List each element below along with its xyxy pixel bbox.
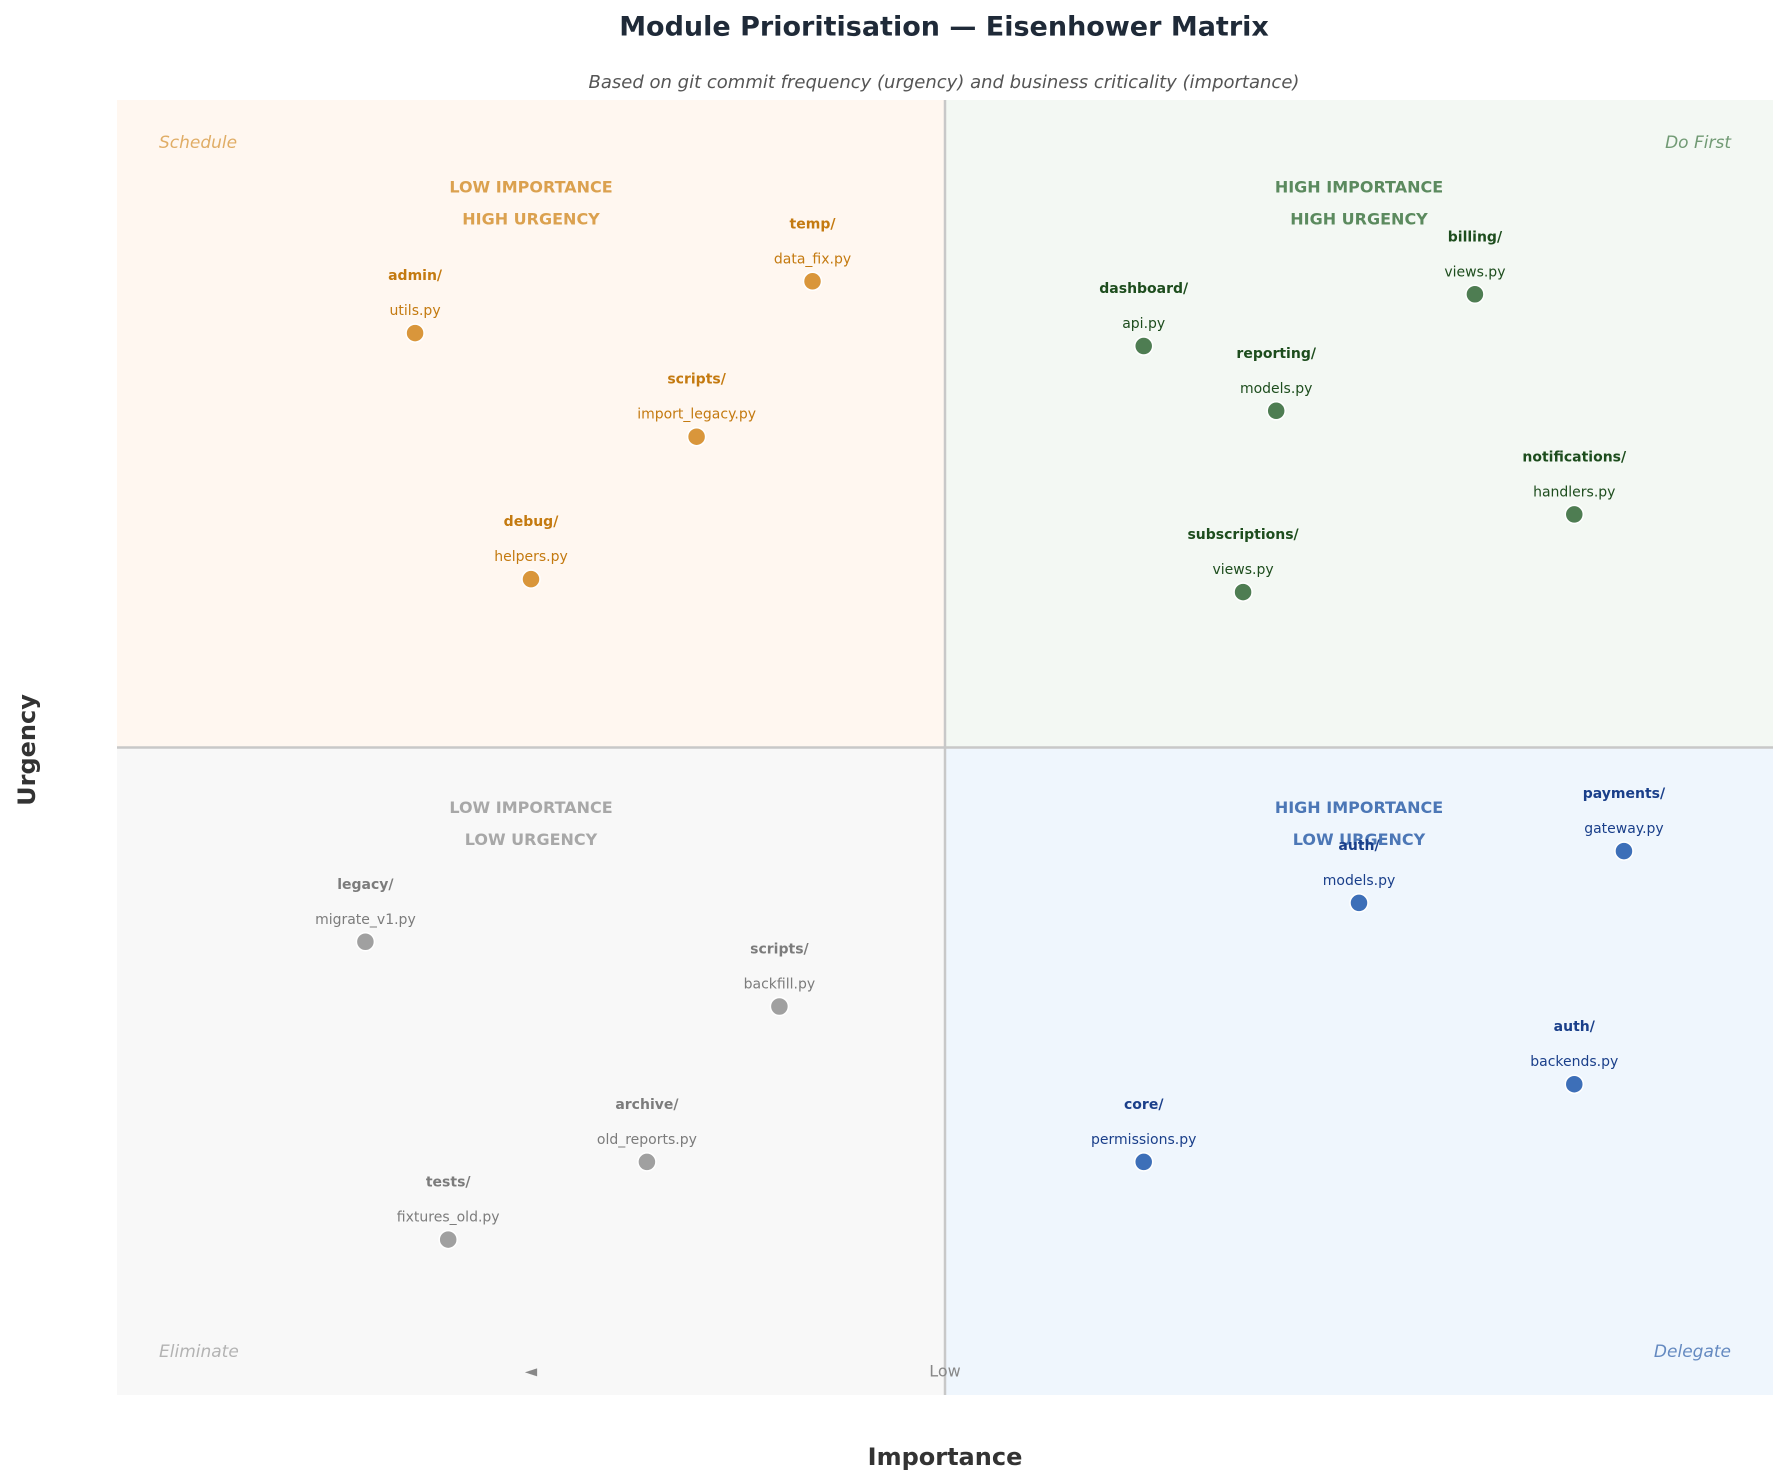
point-file-label: models.py (1240, 381, 1313, 397)
data-point (1564, 1074, 1585, 1094)
chart-subtitle: Based on git commit frequency (urgency) … (589, 72, 1300, 93)
x-axis-label: Importance (868, 1443, 1023, 1471)
quadrant-background (117, 747, 945, 1395)
data-point (1349, 893, 1369, 913)
quadrant-heading: HIGH IMPORTANCE (1275, 178, 1443, 197)
point-file-label: backends.py (1530, 1054, 1618, 1070)
data-point (1564, 504, 1585, 525)
point-dir-label: debug/ (504, 514, 560, 530)
quadrant-label: Do First (1665, 133, 1732, 153)
point-file-label: import_legacy.py (637, 407, 756, 423)
point-dir-label: auth/ (1554, 1019, 1596, 1035)
data-point (355, 932, 376, 952)
point-file-label: permissions.py (1091, 1132, 1196, 1148)
point-file-label: views.py (1444, 264, 1505, 280)
axis-annotation: ◄ (525, 1362, 538, 1381)
point-file-label: gateway.py (1584, 821, 1664, 837)
point-dir-label: temp/ (790, 216, 837, 232)
quadrant-heading: LOW URGENCY (465, 830, 598, 849)
quadrant-heading: HIGH IMPORTANCE (1275, 798, 1443, 817)
point-dir-label: payments/ (1583, 786, 1666, 802)
data-point (438, 1229, 458, 1250)
data-point (802, 271, 823, 292)
chart-title: Module Prioritisation — Eisenhower Matri… (619, 12, 1269, 43)
point-dir-label: tests/ (426, 1175, 472, 1191)
data-point (1133, 336, 1154, 356)
data-point (637, 1152, 657, 1172)
point-file-label: models.py (1323, 873, 1396, 889)
point-file-label: data_fix.py (774, 251, 851, 267)
quadrant-heading: LOW IMPORTANCE (449, 798, 612, 817)
data-point (1266, 401, 1286, 421)
data-point (1133, 1152, 1154, 1172)
quadrant-heading: HIGH URGENCY (1290, 210, 1428, 229)
point-dir-label: scripts/ (667, 372, 726, 388)
data-point (686, 426, 707, 447)
quadrant-heading: LOW URGENCY (1293, 830, 1426, 849)
point-file-label: api.py (1122, 316, 1165, 332)
point-dir-label: notifications/ (1522, 449, 1627, 465)
data-point (1614, 841, 1634, 861)
data-point (405, 323, 425, 343)
point-dir-label: auth/ (1338, 838, 1380, 854)
quadrant-heading: LOW IMPORTANCE (449, 178, 612, 197)
quadrant-background (117, 100, 945, 748)
point-file-label: migrate_v1.py (315, 912, 416, 928)
data-point (769, 996, 790, 1017)
quadrant-background (945, 747, 1773, 1395)
point-dir-label: reporting/ (1236, 346, 1316, 362)
point-file-label: fixtures_old.py (397, 1210, 500, 1226)
y-axis-label: Urgency (13, 694, 41, 806)
data-point (1233, 582, 1253, 602)
data-point (1465, 284, 1485, 304)
quadrant-backgrounds (117, 100, 1773, 1395)
point-file-label: views.py (1213, 562, 1274, 578)
axis-annotation: Low (929, 1362, 961, 1381)
quadrant-label: Schedule (159, 133, 237, 153)
point-dir-label: dashboard/ (1099, 281, 1189, 297)
quadrant-label: Eliminate (159, 1342, 239, 1362)
point-file-label: helpers.py (494, 549, 568, 565)
point-dir-label: scripts/ (750, 942, 809, 958)
point-file-label: old_reports.py (597, 1132, 697, 1148)
point-dir-label: admin/ (388, 268, 443, 284)
quadrant-heading: HIGH URGENCY (462, 210, 600, 229)
point-dir-label: billing/ (1448, 229, 1503, 245)
quadrant-background (945, 100, 1773, 748)
point-dir-label: subscriptions/ (1187, 527, 1299, 543)
point-dir-label: core/ (1124, 1097, 1164, 1113)
point-file-label: utils.py (390, 303, 441, 319)
point-file-label: backfill.py (744, 977, 816, 993)
data-point (521, 569, 541, 589)
quadrant-label: Delegate (1654, 1342, 1731, 1362)
point-dir-label: legacy/ (337, 877, 394, 893)
point-dir-label: archive/ (615, 1097, 679, 1113)
point-file-label: handlers.py (1533, 484, 1615, 500)
